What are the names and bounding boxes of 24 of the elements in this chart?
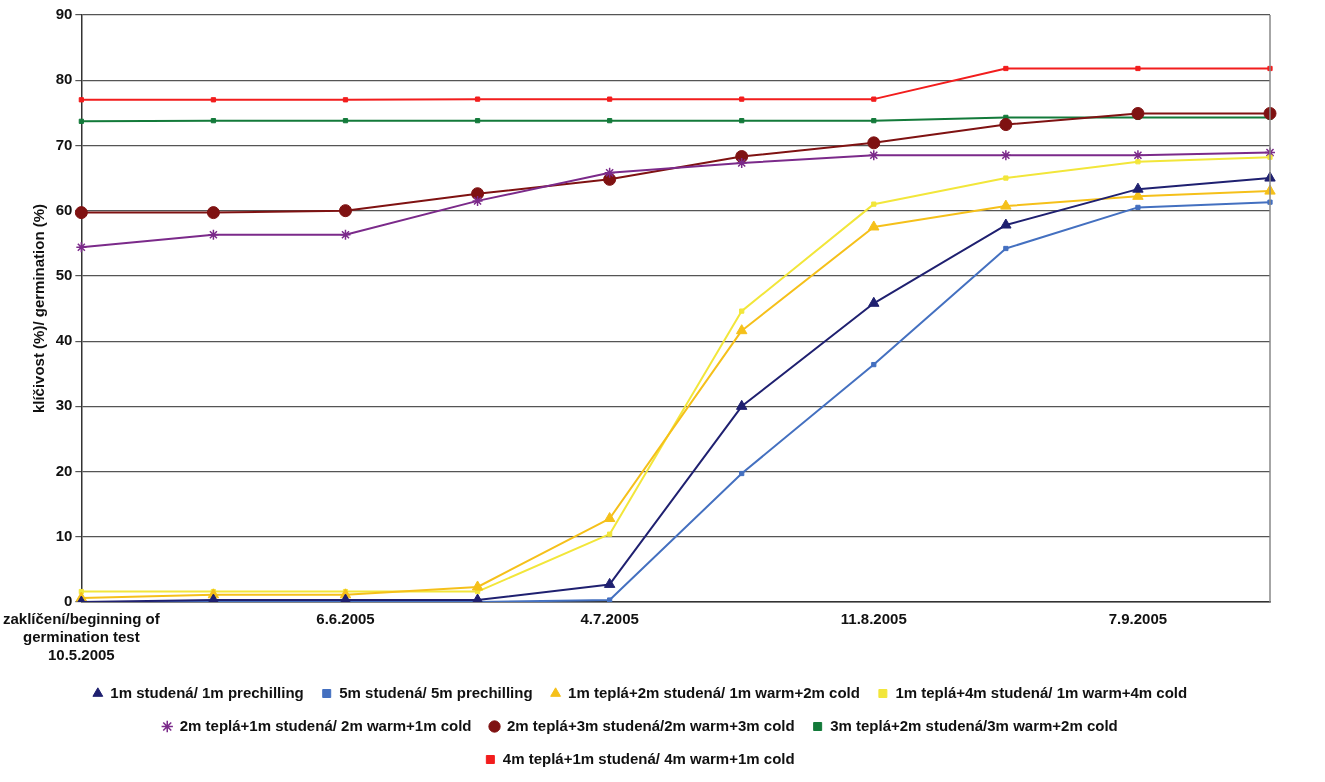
- y-tick-label: 80: [55, 70, 73, 88]
- x-tick-label: 11.8.2005: [840, 610, 907, 628]
- legend-label: 2m teplá+1m studená/ 2m warm+1m cold: [179, 716, 472, 734]
- legend-label: 2m teplá+3m studená/2m warm+3m cold: [507, 716, 795, 734]
- x-tick-label: 4.7.2005: [580, 610, 639, 628]
- y-tick-label: 30: [55, 396, 73, 414]
- x-tick-label: zaklíčení/beginning of germination test 10.5.2005: [3, 610, 161, 664]
- x-tick-label: 7.9.2005: [1108, 610, 1168, 628]
- legend-label: 5m studená/ 5m prechilling: [339, 683, 533, 701]
- y-tick-label: 0: [64, 592, 73, 610]
- legend-label: 1m teplá+2m studená/ 1m warm+2m cold: [568, 683, 860, 701]
- legend-label: 1m studená/ 1m prechilling: [110, 683, 304, 701]
- y-tick-label: 20: [55, 461, 73, 479]
- y-tick-label: 90: [55, 5, 73, 23]
- x-tick-label: 6.6.2005: [316, 610, 375, 628]
- y-tick-label: 40: [55, 331, 73, 349]
- y-tick-label: 10: [55, 526, 73, 544]
- y-tick-label: 50: [55, 266, 73, 284]
- legend-label: 1m teplá+4m studená/ 1m warm+4m cold: [895, 683, 1188, 701]
- legend-label: 4m teplá+1m studená/ 4m warm+1m cold: [502, 749, 795, 767]
- legend-label: 3m teplá+2m studená/3m warm+2m cold: [830, 716, 1118, 734]
- y-tick-label: 60: [55, 200, 73, 218]
- y-axis-title: klíčivost (%)/ germination (%): [29, 203, 47, 414]
- y-tick-label: 70: [55, 135, 73, 153]
